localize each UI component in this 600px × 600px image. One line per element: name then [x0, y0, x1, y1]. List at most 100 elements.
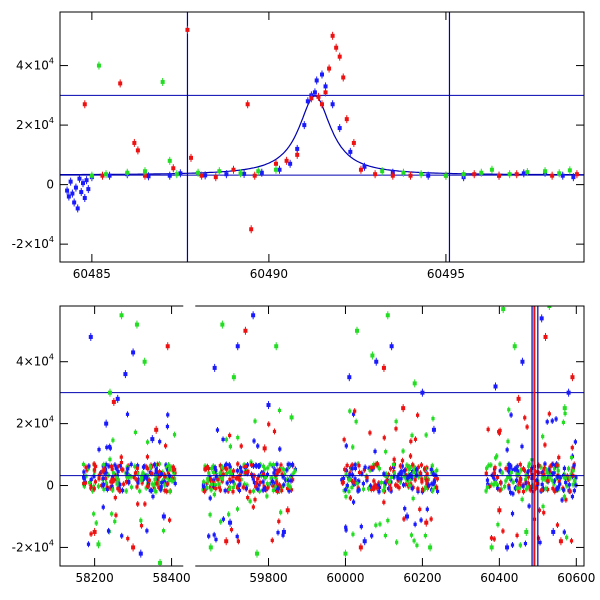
data-point — [285, 508, 290, 513]
noise-point — [231, 490, 235, 494]
data-point — [68, 179, 73, 184]
noise-point — [228, 479, 233, 483]
noise-point — [284, 478, 288, 482]
noise-point — [270, 476, 274, 480]
data-point — [196, 170, 201, 175]
noise-point — [413, 522, 417, 526]
data-point — [489, 545, 494, 550]
data-point — [431, 427, 436, 432]
noise-point — [207, 534, 211, 538]
noise-point — [534, 479, 538, 483]
season-band-2 — [340, 408, 440, 549]
data-point — [314, 78, 319, 83]
noise-point — [119, 455, 123, 459]
noise-point — [486, 482, 490, 486]
noise-point — [370, 534, 374, 538]
noise-point — [154, 470, 158, 474]
noise-point — [252, 439, 256, 443]
noise-point — [411, 463, 415, 467]
noise-point — [280, 485, 284, 489]
noise-point — [276, 487, 280, 491]
noise-point — [221, 517, 226, 521]
noise-point — [489, 463, 493, 467]
noise-point — [101, 505, 105, 509]
noise-point — [509, 470, 513, 475]
noise-point — [513, 486, 518, 490]
noise-point — [245, 471, 249, 475]
season-band-3 — [484, 406, 578, 549]
data-point — [401, 406, 406, 411]
data-point — [104, 421, 109, 426]
noise-point — [539, 465, 543, 469]
noise-point — [498, 488, 502, 492]
noise-point — [127, 481, 131, 485]
noise-point — [556, 485, 561, 489]
data-point — [289, 415, 294, 420]
noise-point — [108, 457, 112, 461]
noise-point — [509, 464, 513, 468]
noise-point — [163, 480, 167, 484]
noise-point — [136, 477, 141, 481]
noise-point — [541, 504, 545, 509]
data-point — [320, 72, 324, 77]
noise-point — [409, 439, 413, 443]
data-point — [520, 359, 525, 364]
noise-point — [113, 473, 117, 477]
noise-point — [372, 479, 376, 483]
noise-point — [265, 494, 269, 498]
noise-point — [171, 465, 175, 469]
noise-point — [140, 481, 144, 485]
noise-point — [510, 543, 515, 547]
data-point — [243, 328, 248, 333]
noise-point — [231, 485, 235, 490]
noise-point — [166, 463, 171, 467]
noise-point — [492, 476, 496, 480]
noise-point — [417, 475, 421, 479]
noise-point — [523, 416, 527, 420]
noise-point — [517, 472, 521, 477]
noise-point — [201, 485, 206, 489]
noise-point — [166, 413, 170, 417]
axis-break-top-0 — [183, 304, 196, 308]
noise-point — [416, 413, 420, 417]
noise-point — [263, 487, 268, 491]
noise-point — [425, 507, 429, 511]
noise-point — [101, 476, 105, 480]
data-point — [104, 172, 109, 177]
noise-point — [257, 483, 261, 487]
noise-point — [420, 487, 425, 492]
top-panel: 60485 60490 60495 -2×104 0 2×104 4×104 — [12, 11, 585, 281]
noise-point — [518, 480, 522, 484]
plot-area — [60, 306, 584, 566]
noise-point — [507, 466, 511, 470]
noise-point — [435, 468, 439, 473]
noise-point — [135, 478, 139, 482]
noise-point — [416, 487, 420, 491]
noise-point — [277, 519, 281, 523]
data-point — [370, 353, 375, 358]
noise-point — [281, 533, 285, 537]
noise-point — [359, 524, 363, 529]
noise-point — [92, 474, 96, 478]
x-tick-label: 60000 — [326, 571, 364, 585]
noise-point — [521, 467, 526, 471]
data-point — [381, 365, 386, 370]
noise-point — [525, 425, 529, 429]
data-point — [412, 381, 417, 386]
data-point — [142, 169, 147, 174]
data-point — [351, 140, 356, 145]
noise-point — [404, 482, 408, 487]
noise-point — [152, 486, 156, 490]
noise-point — [102, 482, 106, 487]
noise-point — [275, 462, 279, 466]
data-point — [344, 117, 349, 122]
data-point — [96, 542, 101, 547]
noise-point — [212, 478, 216, 482]
noise-point — [410, 486, 414, 491]
data-point — [330, 102, 335, 107]
noise-point — [145, 455, 150, 459]
noise-point — [252, 480, 257, 485]
noise-point — [214, 483, 218, 487]
noise-point — [102, 463, 106, 467]
noise-point — [118, 483, 122, 487]
